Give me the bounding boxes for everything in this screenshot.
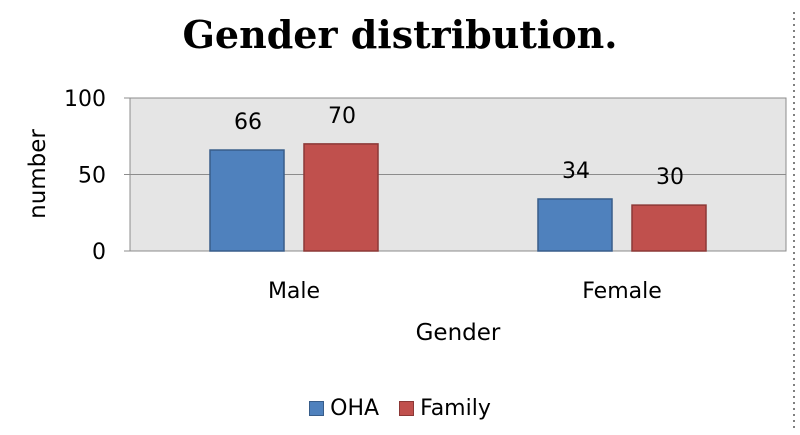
bar-family-female	[631, 204, 707, 252]
data-label-family-female: 30	[656, 165, 684, 190]
x-category-label-female: Female	[582, 279, 662, 304]
y-tick-label-50: 50	[78, 164, 106, 189]
chart-title: Gender distribution.	[182, 12, 618, 57]
y-tick-label-0: 0	[92, 240, 106, 265]
legend-swatch-oha	[309, 401, 325, 416]
page-edge-dots	[793, 10, 795, 430]
y-tick-label-100: 100	[64, 87, 106, 112]
legend-label-oha: OHA	[330, 396, 380, 421]
data-label-oha-male: 66	[234, 110, 262, 135]
bar-family-male	[303, 143, 379, 252]
legend-item-family: Family	[399, 396, 491, 421]
data-label-family-male: 70	[328, 104, 356, 129]
bar-oha-male	[209, 149, 285, 252]
bar-oha-female	[537, 198, 613, 252]
x-category-label-male: Male	[268, 279, 320, 304]
legend: OHA Family	[0, 396, 800, 421]
y-axis-label: number	[25, 129, 51, 219]
legend-swatch-family	[399, 401, 415, 416]
legend-label-family: Family	[420, 396, 491, 421]
x-axis-label: Gender	[416, 320, 501, 346]
legend-item-oha: OHA	[309, 396, 379, 421]
data-label-oha-female: 34	[562, 159, 590, 184]
